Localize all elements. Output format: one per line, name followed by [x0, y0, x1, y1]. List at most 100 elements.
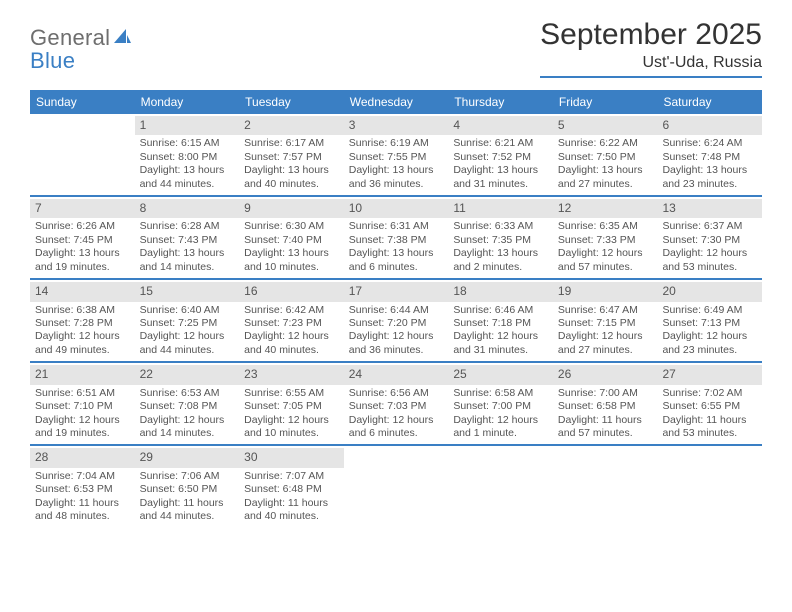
daylight-text: Daylight: 12 hours and 27 minutes. — [558, 330, 653, 357]
sunset-text: Sunset: 7:33 PM — [558, 234, 653, 247]
day-cell: 13Sunrise: 6:37 AMSunset: 7:30 PMDayligh… — [657, 197, 762, 278]
day-number: 2 — [239, 116, 344, 135]
logo-word1: General — [30, 25, 110, 50]
sunset-text: Sunset: 7:28 PM — [35, 317, 130, 330]
day-number: 13 — [657, 199, 762, 218]
day-cell: 12Sunrise: 6:35 AMSunset: 7:33 PMDayligh… — [553, 197, 658, 278]
sunrise-text: Sunrise: 7:00 AM — [558, 387, 653, 400]
sunset-text: Sunset: 7:23 PM — [244, 317, 339, 330]
daylight-text: Daylight: 13 hours and 23 minutes. — [662, 164, 757, 191]
daylight-text: Daylight: 13 hours and 27 minutes. — [558, 164, 653, 191]
sunrise-text: Sunrise: 6:49 AM — [662, 304, 757, 317]
sunset-text: Sunset: 6:50 PM — [140, 483, 235, 496]
sunset-text: Sunset: 7:43 PM — [140, 234, 235, 247]
day-number: 11 — [448, 199, 553, 218]
sunset-text: Sunset: 7:55 PM — [349, 151, 444, 164]
logo-text: General Blue — [30, 26, 132, 72]
day-cell: 29Sunrise: 7:06 AMSunset: 6:50 PMDayligh… — [135, 446, 240, 527]
day-number: 10 — [344, 199, 449, 218]
empty-cell — [344, 446, 449, 527]
daylight-text: Daylight: 13 hours and 6 minutes. — [349, 247, 444, 274]
daylight-text: Daylight: 13 hours and 19 minutes. — [35, 247, 130, 274]
daylight-text: Daylight: 12 hours and 36 minutes. — [349, 330, 444, 357]
day-number: 23 — [239, 365, 344, 384]
page: General Blue September 2025 Ust'-Uda, Ru… — [0, 0, 792, 612]
day-number: 9 — [239, 199, 344, 218]
sunset-text: Sunset: 7:05 PM — [244, 400, 339, 413]
daylight-text: Daylight: 12 hours and 53 minutes. — [662, 247, 757, 274]
sunrise-text: Sunrise: 6:35 AM — [558, 220, 653, 233]
sunrise-text: Sunrise: 6:28 AM — [140, 220, 235, 233]
day-cell: 26Sunrise: 7:00 AMSunset: 6:58 PMDayligh… — [553, 363, 658, 444]
day-cell: 22 Sunrise: 6:53 AMSunset: 7:08 PMDayligh… — [135, 363, 240, 444]
day-cell: 21Sunrise: 6:51 AMSunset: 7:10 PMDayligh… — [30, 363, 135, 444]
week-row: 14Sunrise: 6:38 AMSunset: 7:28 PMDayligh… — [30, 280, 762, 363]
daylight-text: Daylight: 13 hours and 2 minutes. — [453, 247, 548, 274]
daylight-text: Daylight: 13 hours and 31 minutes. — [453, 164, 548, 191]
sunset-text: Sunset: 7:25 PM — [140, 317, 235, 330]
day-number: 12 — [553, 199, 658, 218]
sunrise-text: Sunrise: 6:53 AM — [140, 387, 235, 400]
empty-cell — [657, 446, 762, 527]
daylight-text: Daylight: 12 hours and 40 minutes. — [244, 330, 339, 357]
sunrise-text: Sunrise: 6:17 AM — [244, 137, 339, 150]
day-number: 4 — [448, 116, 553, 135]
day-cell: 17Sunrise: 6:44 AMSunset: 7:20 PMDayligh… — [344, 280, 449, 361]
day-number: 15 — [135, 282, 240, 301]
day-cell: 10Sunrise: 6:31 AMSunset: 7:38 PMDayligh… — [344, 197, 449, 278]
day-number: 7 — [30, 199, 135, 218]
day-cell: 2Sunrise: 6:17 AMSunset: 7:57 PMDaylight… — [239, 114, 344, 195]
sunrise-text: Sunrise: 6:15 AM — [140, 137, 235, 150]
day-cell: 27Sunrise: 7:02 AMSunset: 6:55 PMDayligh… — [657, 363, 762, 444]
sunrise-text: Sunrise: 6:24 AM — [662, 137, 757, 150]
day-number: 30 — [239, 448, 344, 467]
sunrise-text: Sunrise: 6:22 AM — [558, 137, 653, 150]
day-number: 25 — [448, 365, 553, 384]
sunset-text: Sunset: 7:00 PM — [453, 400, 548, 413]
day-cell: 8Sunrise: 6:28 AMSunset: 7:43 PMDaylight… — [135, 197, 240, 278]
sunrise-text: Sunrise: 6:19 AM — [349, 137, 444, 150]
week-row: 7Sunrise: 6:26 AMSunset: 7:45 PMDaylight… — [30, 197, 762, 280]
day-cell: 30Sunrise: 7:07 AMSunset: 6:48 PMDayligh… — [239, 446, 344, 527]
daylight-text: Daylight: 12 hours and 49 minutes. — [35, 330, 130, 357]
sunset-text: Sunset: 7:38 PM — [349, 234, 444, 247]
sunset-text: Sunset: 7:57 PM — [244, 151, 339, 164]
day-cell: 3Sunrise: 6:19 AMSunset: 7:55 PMDaylight… — [344, 114, 449, 195]
day-cell: 1Sunrise: 6:15 AMSunset: 8:00 PMDaylight… — [135, 114, 240, 195]
daylight-text: Daylight: 13 hours and 14 minutes. — [140, 247, 235, 274]
week-row: 1Sunrise: 6:15 AMSunset: 8:00 PMDaylight… — [30, 114, 762, 197]
logo-sail-icon — [112, 26, 132, 49]
dayname-friday: Friday — [553, 90, 658, 114]
daylight-text: Daylight: 11 hours and 57 minutes. — [558, 414, 653, 441]
dayname-saturday: Saturday — [657, 90, 762, 114]
day-number: 27 — [657, 365, 762, 384]
sunset-text: Sunset: 7:30 PM — [662, 234, 757, 247]
day-number: 16 — [239, 282, 344, 301]
daylight-text: Daylight: 11 hours and 48 minutes. — [35, 497, 130, 524]
dayname-row: SundayMondayTuesdayWednesdayThursdayFrid… — [30, 90, 762, 114]
sunrise-text: Sunrise: 7:04 AM — [35, 470, 130, 483]
sunrise-text: Sunrise: 6:44 AM — [349, 304, 444, 317]
sunset-text: Sunset: 7:08 PM — [140, 400, 235, 413]
daylight-text: Daylight: 12 hours and 14 minutes. — [140, 414, 235, 441]
day-number: 22 — [135, 365, 240, 384]
sunrise-text: Sunrise: 6:58 AM — [453, 387, 548, 400]
daylight-text: Daylight: 12 hours and 1 minute. — [453, 414, 548, 441]
daylight-text: Daylight: 12 hours and 31 minutes. — [453, 330, 548, 357]
logo: General Blue — [30, 18, 132, 72]
sunrise-text: Sunrise: 7:02 AM — [662, 387, 757, 400]
sunset-text: Sunset: 7:15 PM — [558, 317, 653, 330]
sunset-text: Sunset: 7:20 PM — [349, 317, 444, 330]
sunrise-text: Sunrise: 6:33 AM — [453, 220, 548, 233]
header: General Blue September 2025 Ust'-Uda, Ru… — [30, 18, 762, 78]
dayname-wednesday: Wednesday — [344, 90, 449, 114]
sunrise-text: Sunrise: 6:56 AM — [349, 387, 444, 400]
week-row: 28Sunrise: 7:04 AMSunset: 6:53 PMDayligh… — [30, 446, 762, 527]
day-cell: 15Sunrise: 6:40 AMSunset: 7:25 PMDayligh… — [135, 280, 240, 361]
daylight-text: Daylight: 13 hours and 44 minutes. — [140, 164, 235, 191]
day-cell: 16Sunrise: 6:42 AMSunset: 7:23 PMDayligh… — [239, 280, 344, 361]
daylight-text: Daylight: 13 hours and 10 minutes. — [244, 247, 339, 274]
sunrise-text: Sunrise: 6:38 AM — [35, 304, 130, 317]
day-number: 28 — [30, 448, 135, 467]
sunrise-text: Sunrise: 6:51 AM — [35, 387, 130, 400]
